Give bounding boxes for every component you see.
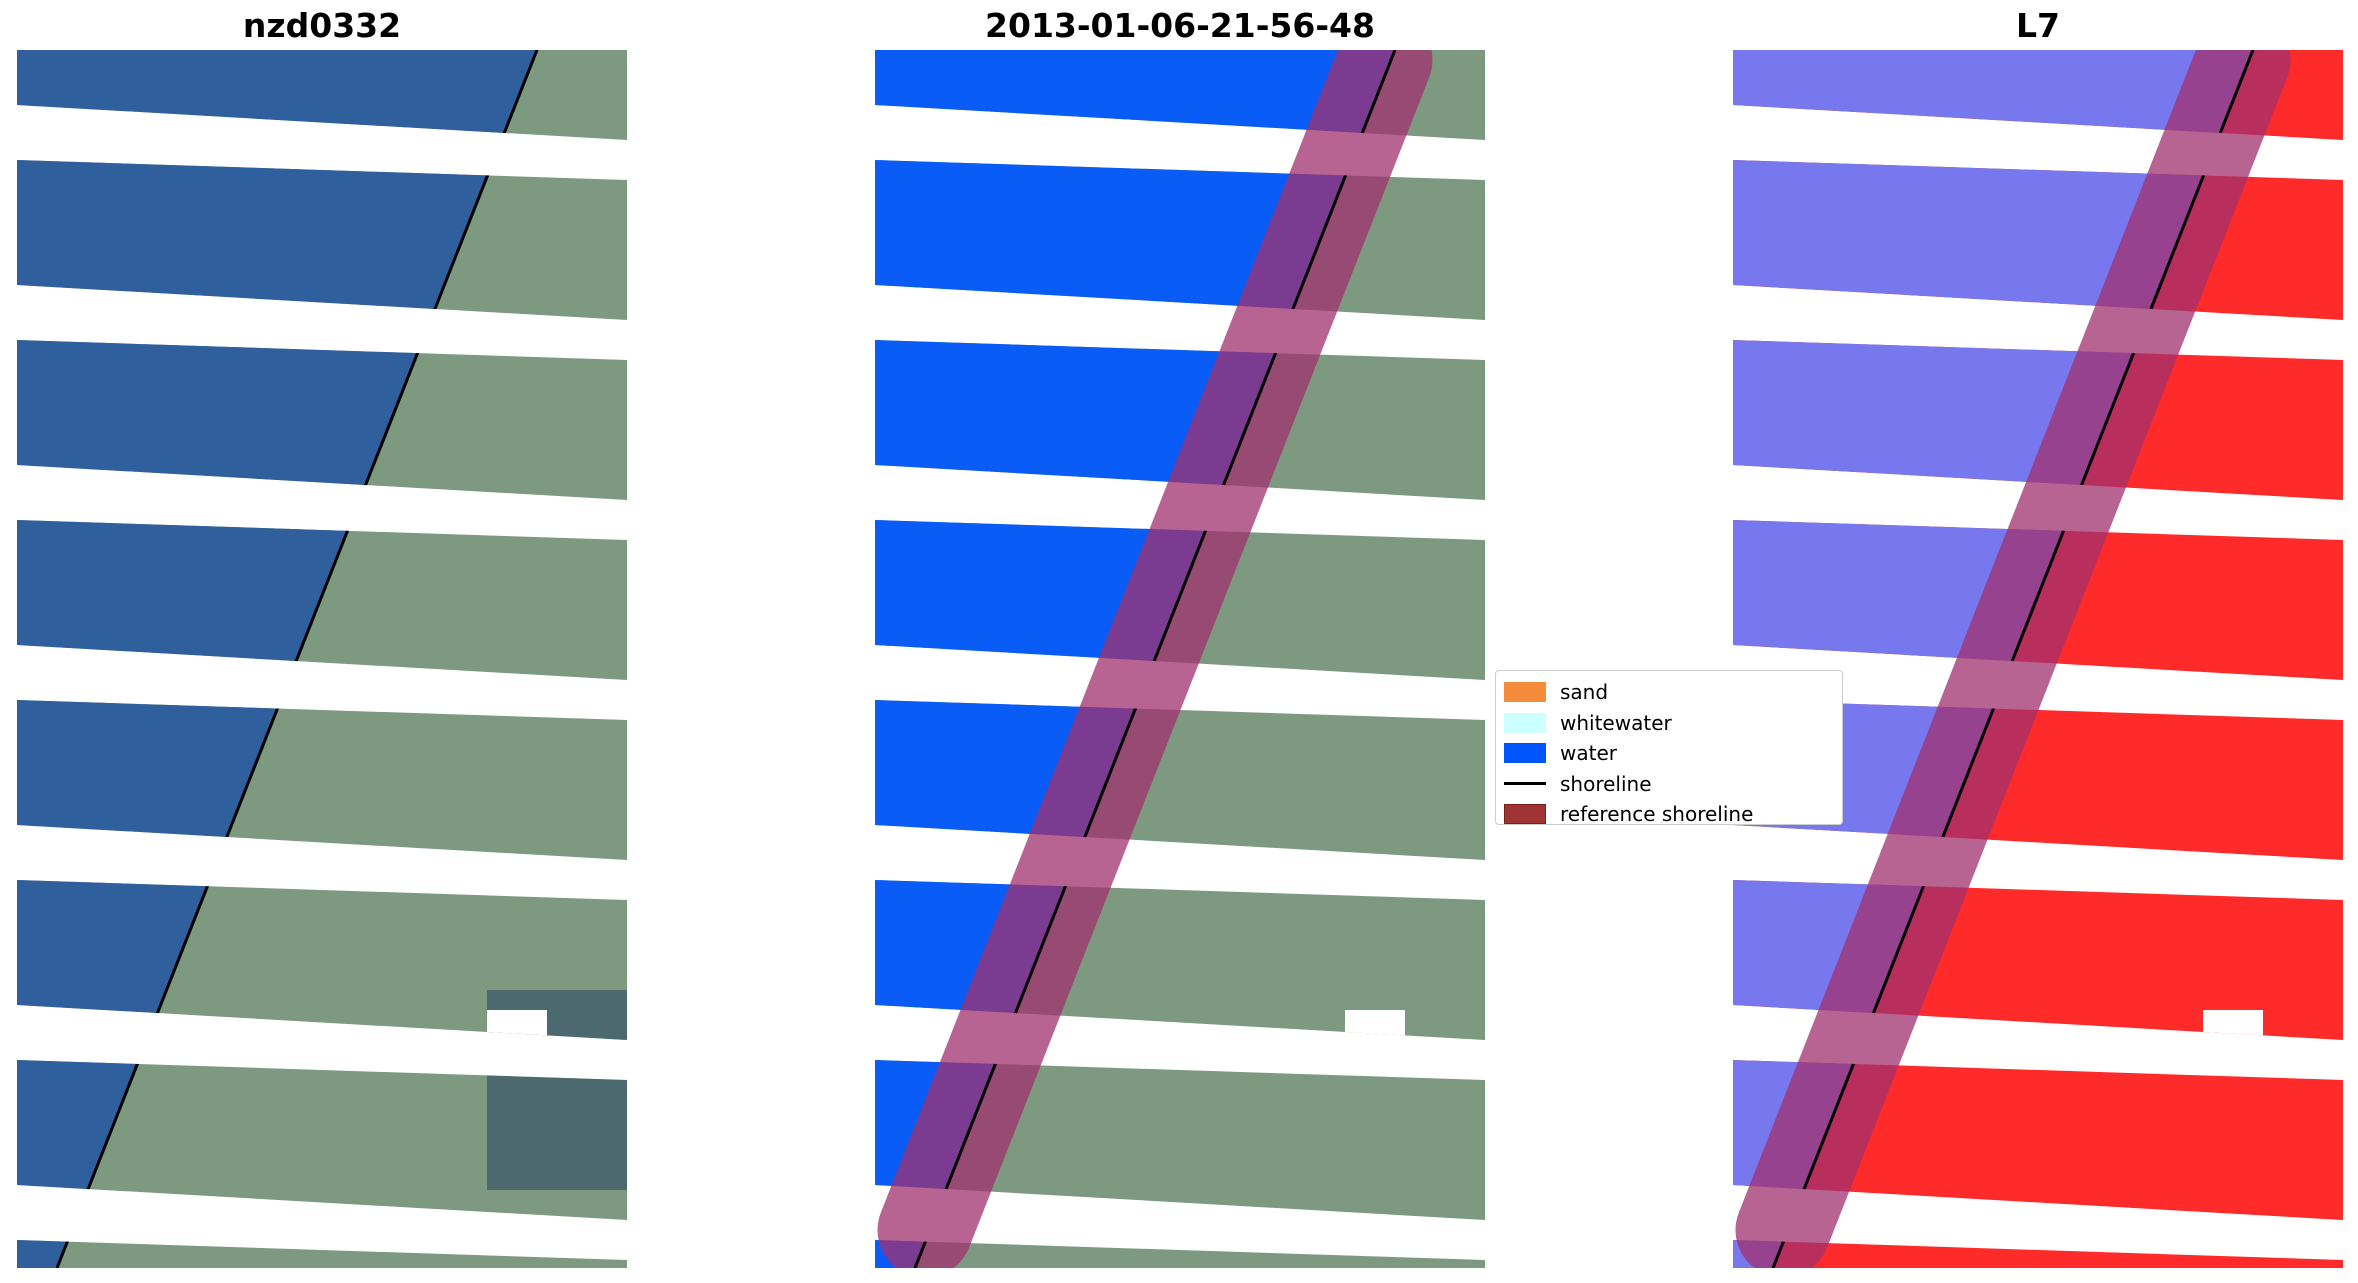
legend-item-shoreline: shoreline <box>1504 769 1842 800</box>
whitewater-swatch <box>1504 712 1546 733</box>
rgb-image-panel <box>17 50 627 1268</box>
legend-label-water: water <box>1560 741 1617 766</box>
legend-label-shoreline: shoreline <box>1560 771 1652 796</box>
legend-label-reference-shoreline: reference shoreline <box>1560 802 1754 825</box>
panel-title-classification: 2013-01-06-21-56-48 <box>985 6 1375 45</box>
legend-item-sand: sand <box>1504 677 1842 708</box>
classification-image <box>875 50 1485 1268</box>
classification-panel <box>875 50 1485 1268</box>
reference-shoreline-swatch <box>1504 804 1546 824</box>
mndwi-panel <box>1733 50 2343 1268</box>
panel-title-rgb: nzd0332 <box>242 6 402 45</box>
legend-item-water: water <box>1504 738 1842 769</box>
legend-label-sand: sand <box>1560 680 1609 705</box>
legend-item-whitewater: whitewater <box>1504 708 1842 739</box>
legend: sand whitewater water shoreline referenc… <box>1495 670 1843 825</box>
panel-title-mndwi: L7 <box>2016 6 2060 45</box>
mndwi-image <box>1733 50 2343 1268</box>
legend-item-reference-shoreline: reference shoreline <box>1504 799 1842 825</box>
sand-swatch <box>1504 682 1546 703</box>
water-swatch <box>1504 743 1546 764</box>
shoreline-line <box>1504 782 1546 786</box>
rgb-image <box>17 50 627 1268</box>
legend-label-whitewater: whitewater <box>1560 710 1672 735</box>
